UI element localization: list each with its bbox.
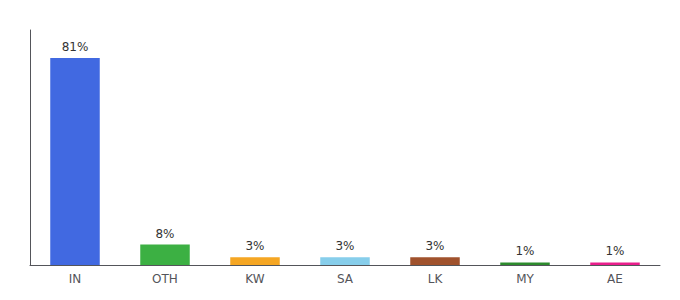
svg-text:1%: 1% [605,244,624,258]
svg-text:3%: 3% [245,239,264,253]
svg-text:1%: 1% [515,244,534,258]
svg-text:MY: MY [516,272,534,286]
svg-text:OTH: OTH [152,272,178,286]
svg-text:8%: 8% [155,227,174,241]
svg-text:SA: SA [337,272,354,286]
svg-text:KW: KW [245,272,264,286]
svg-text:3%: 3% [335,239,354,253]
svg-text:3%: 3% [425,239,444,253]
svg-text:AE: AE [607,272,623,286]
svg-text:IN: IN [69,272,82,286]
svg-text:LK: LK [428,272,444,286]
svg-text:81%: 81% [62,40,89,54]
